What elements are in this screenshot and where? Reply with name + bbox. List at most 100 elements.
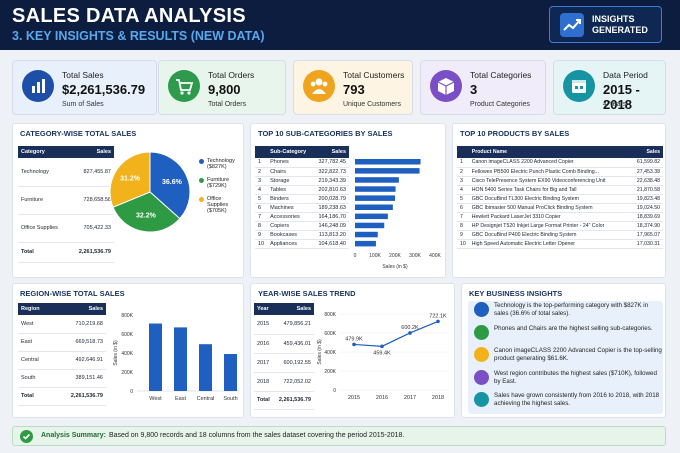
box-icon: [430, 70, 462, 102]
trend-chart-icon: [560, 13, 584, 37]
kpi-sub: Product Categories: [470, 101, 530, 108]
table-row: 2016 459,436.01: [254, 334, 314, 354]
region-bar-chart: 0 200K 400K 600K 800K Sales (in $) West East Cen…: [113, 313, 239, 402]
yearly-table: Year Sales 2015 479,856.21 2016 459,436.01 …: [254, 303, 314, 410]
x-tick-label: West: [149, 396, 162, 402]
legend-item-office-supplies: Office Supplies ($705K): [199, 196, 243, 214]
pie-data-label: 31.2%: [120, 176, 141, 183]
table-row: Furniture 728,658.58: [18, 186, 114, 215]
bar-tables: [355, 186, 396, 192]
insight-text: West region contributes the highest sale…: [494, 369, 657, 385]
line-point: [436, 319, 440, 324]
col-region: Region: [18, 303, 53, 315]
yearly-title: YEAR-WISE SALES TREND: [258, 289, 356, 298]
pie-legend: Technology ($827K) Furniture ($729K) Offic…: [199, 158, 243, 221]
line-point: [380, 344, 384, 349]
y-tick-label: 800K: [121, 313, 133, 319]
users-icon: [303, 70, 335, 102]
table-row: 9 GBC DocuBind P400 Electric Binding Syst…: [457, 230, 663, 241]
table-row: 6 Machines 189,238.63: [255, 203, 349, 214]
y-tick-label: 800K: [324, 312, 336, 318]
subcategory-title: TOP 10 SUB-CATEGORIES BY SALES: [258, 129, 393, 138]
category-panel: CATEGORY-WISE TOTAL SALES Category Sales …: [12, 123, 244, 278]
yearly-line-chart: 0 200K 400K 600K 800K Sales (in $) 479.9K 2015 4…: [317, 312, 448, 401]
globe-icon: [474, 369, 489, 385]
kpi-card: Total Sales $2,261,536.79 Sum of Sales: [12, 60, 157, 115]
line-data-label: 459.4K: [373, 350, 391, 356]
col-sales: Sales: [629, 146, 663, 158]
subcategory-table: Sub-Category Sales 1 Phones 327,782.45 2 Chair…: [255, 146, 349, 250]
bar-binders: [355, 195, 396, 201]
line-point: [408, 331, 412, 335]
y-tick-label: 400K: [121, 351, 133, 357]
summary-text: Based on 9,800 records and 18 columns fr…: [109, 432, 405, 439]
y-axis-label: Sales (in $): [113, 340, 119, 366]
table-row: 3 Storage 219,343.39: [255, 176, 349, 186]
bar-bookcases: [355, 231, 378, 238]
calendar-icon: [563, 70, 595, 102]
table-row: Central 492,646.91: [18, 351, 106, 370]
button-line1: INSIGHTS: [592, 14, 635, 24]
bar-accessories: [355, 213, 388, 220]
legend-item-technology: Technology ($827K): [199, 158, 243, 170]
kpi-sub: Sum of Sales: [62, 101, 104, 108]
x-tick-label: Central: [197, 396, 215, 402]
insight-text: Technology is the top-performing categor…: [494, 302, 649, 317]
table-row: 9 Bookcases 113,813.20: [255, 230, 349, 241]
bar-phones: [355, 159, 421, 165]
bar-appliances: [355, 240, 376, 247]
pie-data-label: 32.2%: [136, 213, 157, 220]
kpi-label: Total Sales: [62, 70, 104, 80]
insights-generated-button[interactable]: INSIGHTS GENERATED: [549, 6, 662, 43]
products-table: Product Name Sales 1 Canon imageCLASS 2200 …: [457, 146, 663, 250]
x-tick-label: South: [223, 396, 237, 402]
y-tick-label: 600K: [121, 332, 133, 338]
kpi-label: Total Categories: [470, 70, 532, 80]
x-tick-label: 2016: [376, 395, 388, 401]
col-name: Sub-Category: [267, 146, 313, 158]
check-icon: [20, 430, 33, 443]
table-row: 7 Hewlett Packard LaserJet 3310 Copier 18,…: [457, 212, 663, 223]
products-title: TOP 10 PRODUCTS BY SALES: [460, 129, 570, 138]
kpi-label: Total Customers: [343, 70, 405, 80]
star-icon: [474, 347, 489, 362]
y-tick-label: 400K: [324, 350, 336, 356]
page-subtitle: 3. KEY INSIGHTS & RESULTS (NEW DATA): [12, 29, 265, 43]
kpi-label: Total Orders: [208, 70, 255, 80]
kpi-value: 2015 - 2018: [603, 82, 640, 112]
y-tick-label: 200K: [121, 370, 133, 376]
kpi-sub: Total Orders: [208, 101, 247, 108]
table-row: East 669,518.73: [18, 333, 106, 352]
bar-east: [174, 327, 187, 391]
table-total: Total 2,261,536.79: [254, 391, 314, 410]
table-total: Total 2,261,536.79: [18, 387, 106, 406]
x-tick-label: 0: [354, 253, 357, 259]
region-table: Region Sales West 710,219.68 East 669,518.7…: [18, 303, 106, 406]
kpi-sub: 4 Years: [603, 101, 627, 108]
y-tick-label: 600K: [324, 331, 336, 337]
table-row: Office Supplies 705,422.33: [18, 214, 114, 243]
summary-label: Analysis Summary:: [41, 432, 106, 439]
line-point: [352, 342, 356, 347]
x-axis-label: Sales (in $): [382, 264, 408, 270]
x-tick-label: 200K: [389, 253, 401, 259]
insight-text: Sales have grown consistently from 2016 …: [494, 392, 660, 407]
kpi-card: Data Period 2015 - 2018 4 Years: [553, 60, 666, 115]
table-row: 10 High Speed Automatic Electric Letter O…: [457, 239, 663, 250]
kpi-label: Data Period: [603, 70, 648, 80]
insights-panel: KEY BUSINESS INSIGHTS: [461, 283, 666, 418]
analysis-summary: Analysis Summary: Based on 9,800 records…: [12, 426, 666, 446]
col-year: Year: [254, 303, 274, 315]
x-tick-label: 2018: [432, 395, 444, 401]
line-data-label: 722.1K: [429, 313, 447, 319]
x-tick-label: 2017: [404, 395, 416, 401]
table-total: Total 2,261,536.79: [18, 242, 114, 263]
kpi-card: Total Categories 3 Product Categories: [420, 60, 546, 115]
category-title: CATEGORY-WISE TOTAL SALES: [20, 129, 137, 138]
table-row: 4 HON 5400 Series Task Chairs for Big and…: [457, 185, 663, 195]
pie-slice-furniture: [112, 191, 181, 233]
line-data-label: 600.2K: [401, 325, 419, 331]
legend-item-furniture: Furniture ($729K): [199, 177, 243, 189]
col-sales: Sales: [52, 303, 106, 315]
table-row: 10 Appliances 104,618.40: [255, 239, 349, 250]
